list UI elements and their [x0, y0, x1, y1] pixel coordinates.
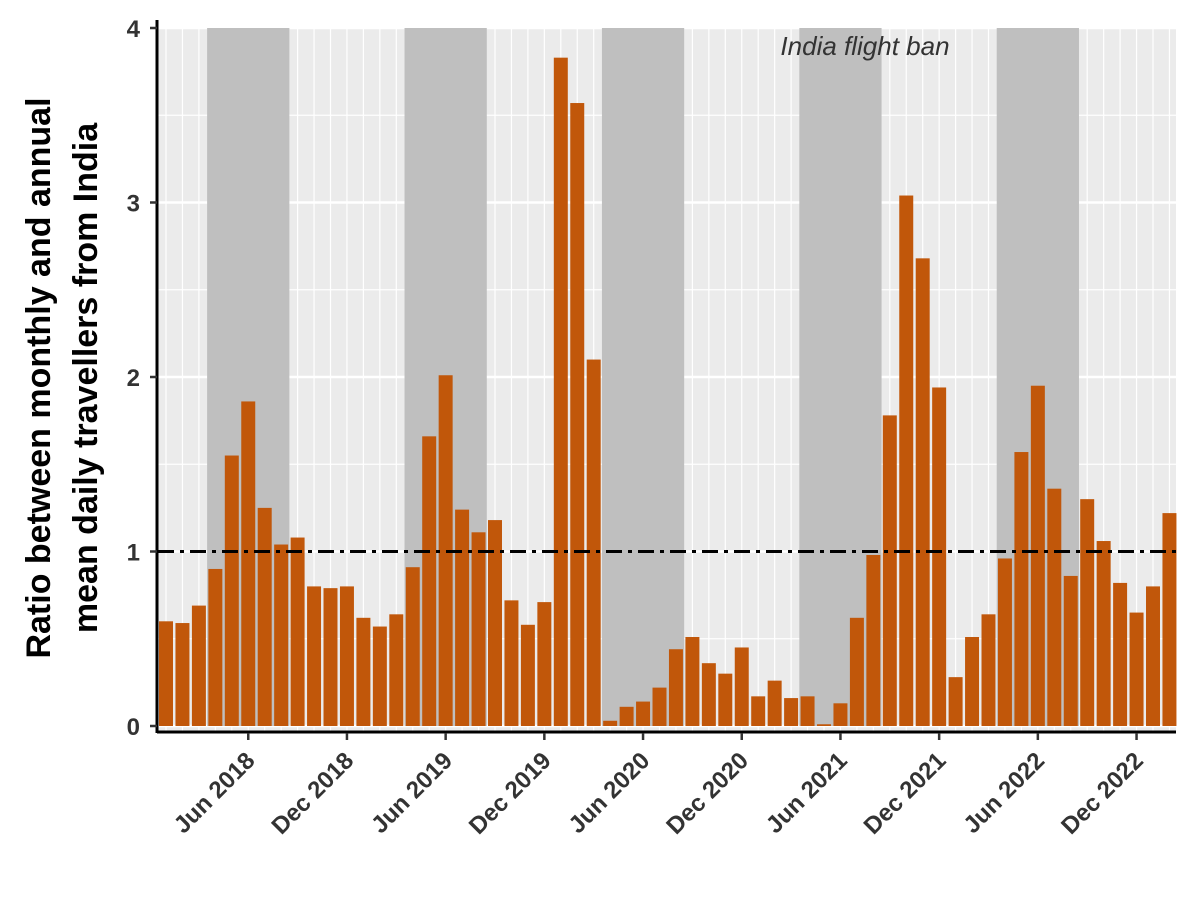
bar [668, 649, 683, 726]
bar [718, 673, 733, 726]
bar [1129, 612, 1144, 726]
bar [1063, 575, 1078, 726]
x-tick-label: Dec 2018 [266, 747, 359, 840]
bar [389, 614, 404, 726]
bar [191, 605, 206, 726]
flight-ban-shade [601, 28, 685, 726]
bar [1030, 385, 1045, 726]
bar [619, 706, 634, 726]
bar [553, 57, 568, 727]
x-tick-label: Dec 2020 [661, 747, 754, 840]
bar [849, 617, 864, 726]
bar [504, 600, 519, 726]
y-axis-label: Ratio between monthly and annual [20, 97, 58, 658]
y-tick-label: 2 [127, 365, 140, 392]
bar [1146, 586, 1160, 726]
bar [372, 626, 387, 726]
bar [965, 637, 980, 726]
x-axis-ticks: Jun 2018 Dec 2018 Jun 2019 Dec 2019 Jun 2020… [169, 733, 1149, 840]
bar [603, 720, 618, 726]
bar [1080, 499, 1095, 726]
bar [734, 647, 749, 726]
bar [438, 375, 453, 726]
bar [981, 614, 996, 726]
bar [422, 436, 437, 726]
bar [586, 359, 601, 726]
bar [471, 532, 486, 726]
bar [323, 588, 338, 726]
y-axis-ticks: 0 1 2 3 4 [127, 16, 157, 741]
bar [520, 624, 535, 726]
bar [997, 558, 1012, 726]
bar [866, 554, 881, 726]
bar [224, 455, 239, 726]
bar [537, 602, 552, 726]
bar [636, 701, 651, 726]
bar [1162, 513, 1177, 726]
bar [175, 623, 190, 726]
bar [159, 621, 173, 726]
x-tick-label: Jun 2018 [169, 747, 261, 839]
bar [948, 677, 963, 726]
x-tick-label: Dec 2022 [1056, 747, 1149, 840]
bar [570, 103, 585, 726]
y-tick-label: 3 [127, 191, 140, 218]
bar [1014, 452, 1029, 726]
x-tick-label: Dec 2019 [464, 747, 557, 840]
bar [899, 195, 914, 726]
x-tick-label: Jun 2022 [958, 747, 1050, 839]
bar [488, 520, 502, 726]
x-tick-label: Jun 2019 [366, 747, 458, 839]
bar [784, 698, 799, 726]
bar [685, 637, 700, 726]
bar [833, 703, 848, 726]
x-tick-label: Jun 2021 [761, 747, 853, 839]
annotation-india-flight-ban: India flight ban [780, 31, 949, 61]
bar [882, 415, 897, 726]
bar [767, 680, 782, 726]
x-tick-label: Jun 2020 [564, 747, 656, 839]
bar [241, 401, 256, 726]
bar [339, 586, 354, 726]
bar [208, 568, 223, 726]
bar [1047, 488, 1062, 726]
bar [455, 509, 470, 726]
bar [751, 696, 766, 726]
bars [159, 57, 1177, 727]
bar [1113, 582, 1128, 726]
bar [817, 724, 831, 726]
bar [257, 507, 272, 726]
bar [1096, 541, 1111, 726]
y-axis-label-line-2: mean daily travellers from India [67, 122, 105, 633]
bar [701, 663, 716, 726]
x-tick-label: Dec 2021 [859, 747, 952, 840]
y-tick-label: 0 [127, 714, 140, 741]
bar [290, 537, 305, 726]
y-tick-label: 1 [127, 540, 140, 567]
bar [800, 696, 815, 726]
bar [307, 586, 322, 726]
bar [274, 544, 289, 726]
bar [915, 258, 930, 726]
bar [356, 617, 371, 726]
bar [405, 567, 420, 726]
bar [652, 687, 667, 726]
y-tick-label: 4 [127, 16, 141, 43]
bar [932, 387, 947, 726]
